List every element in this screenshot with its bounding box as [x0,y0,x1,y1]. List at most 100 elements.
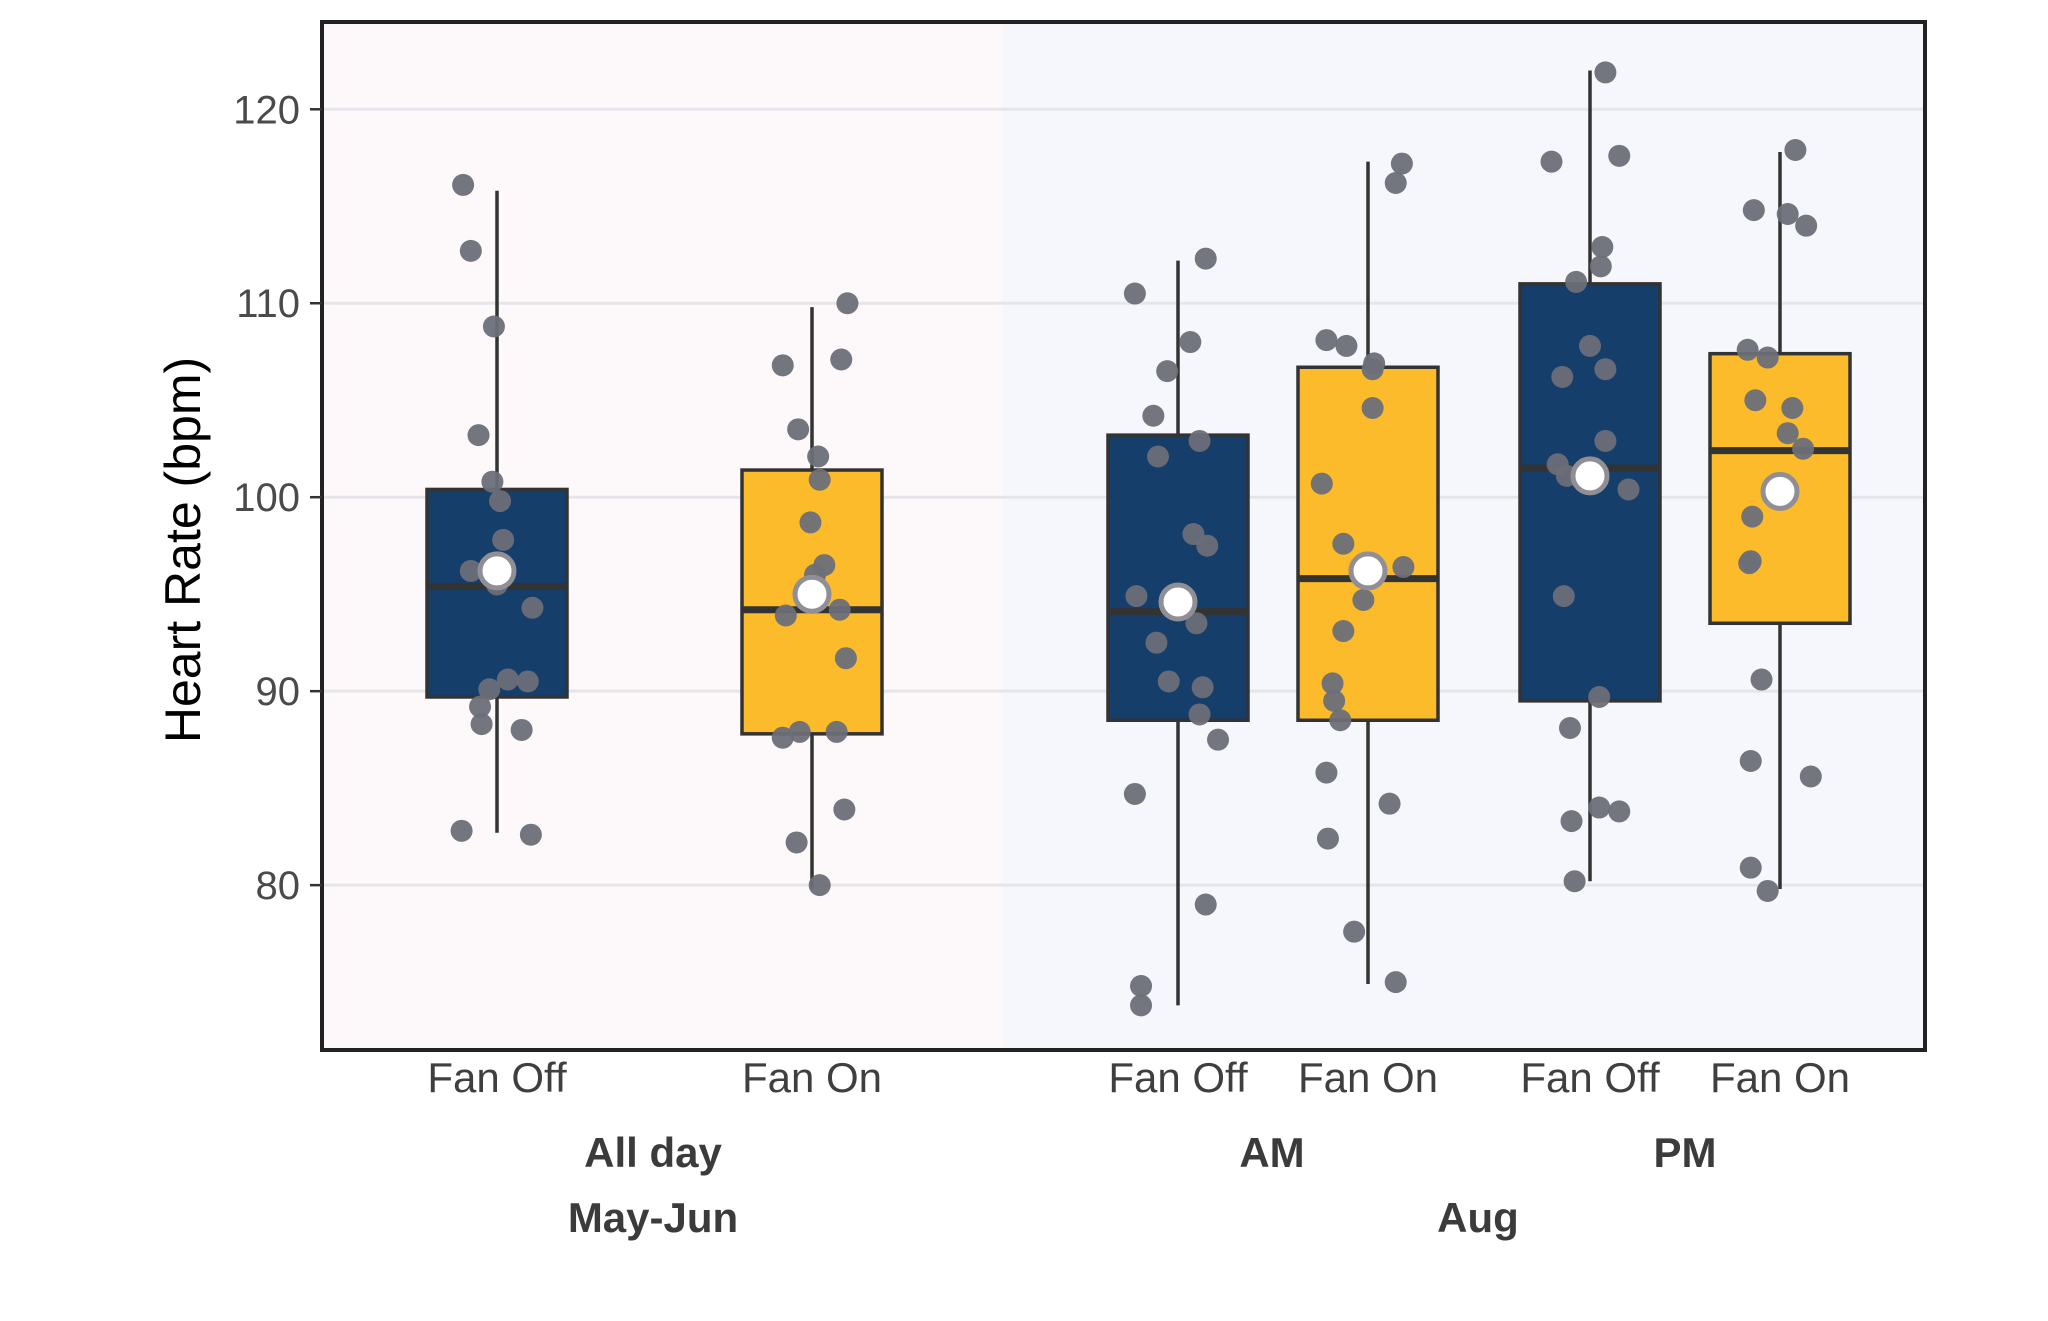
data-point [1329,709,1352,732]
data-point [1146,445,1169,468]
data-point [1594,429,1617,452]
data-point [459,239,482,262]
data-point [1781,396,1804,419]
data-point [1589,255,1612,278]
y-tick-label: 100 [233,476,300,520]
data-point [774,604,797,627]
data-point [1594,61,1617,84]
period-label: Aug [1437,1194,1519,1241]
data-point [481,470,504,493]
data-point [799,511,822,534]
data-point [478,678,501,701]
data-point [489,490,512,513]
data-point [1741,505,1764,528]
category-labels: Fan Off Fan On Fan Off Fan On Fan Off Fan On A… [427,1054,1850,1241]
data-point [1792,437,1815,460]
data-point [1321,672,1344,695]
data-point [1142,404,1165,427]
axes: 80 90 100 110 120 [233,88,322,908]
data-point [1156,360,1179,383]
data-point [516,670,539,693]
data-point [1552,585,1575,608]
data-point [785,831,808,854]
mean-marker [1158,582,1198,622]
data-point [807,445,830,468]
data-point [1185,612,1208,635]
y-axis-title: Heart Rate (bpm) [155,357,211,743]
y-tick-label: 120 [233,88,300,132]
data-point [1563,870,1586,893]
data-point [1323,689,1346,712]
x-category-label: Fan Off [1108,1054,1248,1101]
data-point [1776,422,1799,445]
data-point [1194,247,1217,270]
data-point [771,354,794,377]
period-background-1 [322,22,1003,1050]
data-point [1617,478,1640,501]
box-iqr-fan-on [1296,365,1440,723]
data-point [450,819,473,842]
data-point [1130,974,1153,997]
data-point [1310,472,1333,495]
data-point [1558,717,1581,740]
data-point [1123,282,1146,305]
data-point [1591,235,1614,258]
data-point [1194,893,1217,916]
plot-frame [320,20,1927,1052]
data-point [1352,589,1375,612]
data-point [1744,389,1767,412]
data-point [1588,796,1611,819]
data-point [1579,334,1601,357]
data-point [1179,331,1202,354]
data-point [1799,765,1822,788]
data-point [1188,703,1211,726]
data-point [1332,532,1355,555]
data-point [452,173,475,196]
x-category-label: Fan On [1298,1054,1438,1101]
data-point [469,695,492,718]
data-point [496,668,519,691]
data-point [1750,668,1773,691]
data-point [1390,152,1413,175]
data-point [1608,144,1631,167]
data-point [1739,749,1762,772]
data-point [833,798,856,821]
data-point [1560,810,1583,833]
mean-marker [1348,551,1388,591]
data-point [1130,994,1153,1017]
data-point [1742,199,1765,222]
data-point [834,647,857,670]
mean-marker [1570,456,1610,496]
data-point [1784,139,1807,162]
plot-border [320,20,1927,1052]
jitter-points [450,61,1822,1017]
data-point [1315,761,1338,784]
data-point [1588,685,1611,708]
data-point [825,720,848,743]
box-iqr-fan-off [1106,433,1250,723]
data-point [1756,879,1779,902]
data-point [1384,971,1407,994]
time-group-label: AM [1239,1129,1304,1176]
data-point [1392,556,1415,579]
data-point [1123,782,1146,805]
data-point [1361,358,1384,381]
data-point [787,418,810,441]
time-group-label: PM [1654,1129,1717,1176]
mean-marker [1760,471,1800,511]
data-point [1608,800,1631,823]
data-point [1551,365,1574,388]
mean-marker [792,574,832,614]
data-point [1315,329,1338,352]
y-tick-label: 90 [256,670,301,714]
data-point [836,292,859,315]
data-point [1776,203,1799,226]
x-category-label: Fan Off [1520,1054,1660,1101]
data-point [788,720,811,743]
data-point [1795,214,1818,237]
data-point [1191,676,1214,699]
data-point [459,559,482,582]
data-point [1736,338,1759,361]
